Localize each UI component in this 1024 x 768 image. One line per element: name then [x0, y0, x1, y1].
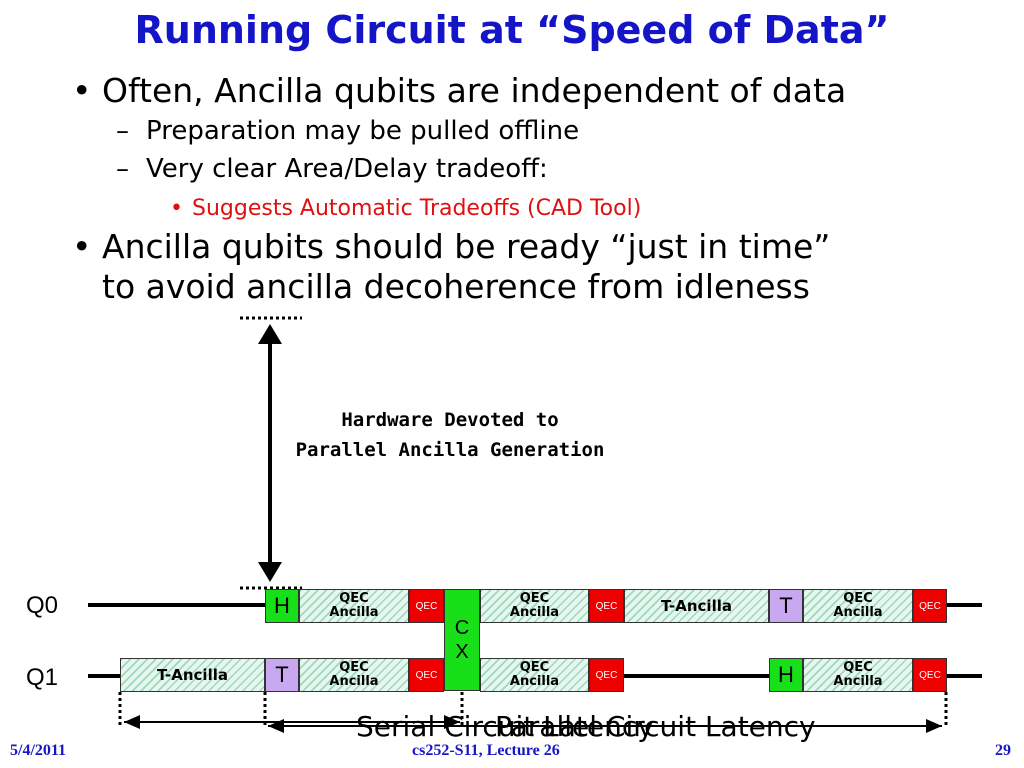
qec-ancilla-line-1: QEC [843, 591, 873, 606]
q0-label: Q0 [26, 592, 59, 619]
qec-ancilla-line-1: QEC [519, 591, 550, 606]
footer-course: cs252-S11, Lecture 26 [412, 742, 560, 759]
t-ancilla-block: T-Ancilla [120, 658, 265, 692]
dash-mark: – [116, 116, 129, 146]
t-gate: T [265, 658, 299, 692]
serial-latency-label: Serial Circuit Latency [356, 710, 654, 743]
bullet-2-line-2: to avoid ancilla decoherence from idlene… [102, 267, 810, 306]
t-gate: T [769, 589, 803, 623]
hardware-label-line-1: Hardware Devoted to [341, 409, 559, 431]
bullet-1-sub-2-sub-1: • Suggests Automatic Tradeoffs (CAD Tool… [170, 196, 990, 224]
qec-ancilla-line-2: Ancilla [329, 605, 379, 620]
qec-block: QEC [589, 589, 624, 623]
qec-block: QEC [589, 658, 624, 692]
cx-gate-c: C [454, 617, 470, 639]
cx-gate: C X [444, 589, 480, 691]
parallel-latency-label: Parallel Circuit Latency [495, 710, 816, 743]
cx-gate-x: X [455, 641, 469, 663]
qec-ancilla-line-1: QEC [843, 660, 873, 675]
qec-ancilla-block: QEC Ancilla [299, 658, 409, 692]
qec-ancilla-line-2: Ancilla [833, 674, 883, 689]
qec-block: QEC [409, 658, 444, 692]
bullet-1-sub-2: – Very clear Area/Delay tradeoff: [116, 154, 996, 186]
q1-label: Q1 [26, 664, 59, 691]
bullet-1-sub-2-sub-1-text: Suggests Automatic Tradeoffs (CAD Tool) [192, 196, 642, 221]
qec-ancilla-line-2: Ancilla [329, 674, 379, 689]
bullet-2-line-1: Ancilla qubits should be ready “just in … [102, 227, 831, 266]
bullet-1-sub-1-text: Preparation may be pulled offline [146, 116, 580, 146]
qec-block: QEC [409, 589, 444, 623]
footer-page-number: 29 [995, 742, 1011, 759]
qec-ancilla-line-1: QEC [339, 591, 369, 606]
footer-date: 5/4/2011 [10, 742, 67, 759]
bullet-1: • Often, Ancilla qubits are independent … [72, 72, 1012, 112]
qec-block: QEC [913, 589, 947, 623]
bullet-mark: • [72, 71, 92, 110]
bullet-1-text: Often, Ancilla qubits are independent of… [102, 71, 847, 110]
qec-ancilla-block: QEC Ancilla [299, 589, 409, 623]
qec-ancilla-block: QEC Ancilla [803, 589, 913, 623]
hardware-label-line-2: Parallel Ancilla Generation [295, 439, 605, 461]
qec-ancilla-line-1: QEC [339, 660, 369, 675]
qec-ancilla-block: QEC Ancilla [803, 658, 913, 692]
slide-title: Running Circuit at “Speed of Data” [134, 8, 890, 52]
bullet-2: • Ancilla qubits should be ready “just i… [72, 228, 1012, 308]
bullet-mark: • [170, 196, 183, 221]
bullet-1-sub-1: – Preparation may be pulled offline [116, 116, 996, 148]
qec-ancilla-block: QEC Ancilla [480, 589, 589, 623]
dash-mark: – [116, 154, 129, 184]
hardware-label: Hardware Devoted to Parallel Ancilla Gen… [280, 405, 620, 465]
t-ancilla-block: T-Ancilla [624, 589, 769, 623]
qec-ancilla-line-2: Ancilla [833, 605, 883, 620]
bullet-mark: • [72, 227, 92, 266]
h-gate: H [769, 658, 803, 692]
h-gate: H [265, 589, 299, 623]
qec-ancilla-line-2: Ancilla [509, 674, 560, 689]
bullet-1-sub-2-text: Very clear Area/Delay tradeoff: [146, 154, 548, 184]
qec-ancilla-line-1: QEC [519, 660, 550, 675]
qec-ancilla-block: QEC Ancilla [480, 658, 589, 692]
qec-block: QEC [913, 658, 947, 692]
qec-ancilla-line-2: Ancilla [509, 605, 560, 620]
